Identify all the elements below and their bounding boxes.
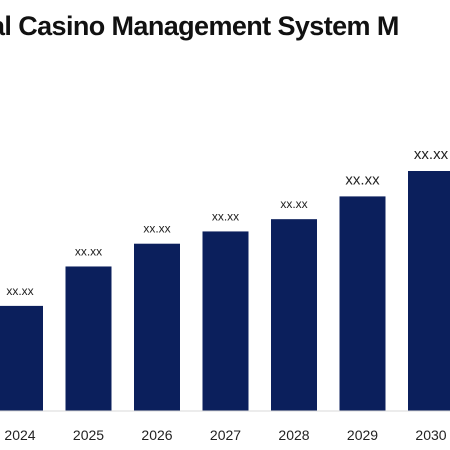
x-tick-2025: 2025 [73, 427, 104, 443]
x-tick-2028: 2028 [278, 427, 309, 443]
bar-2027 [202, 231, 249, 411]
x-tick-2024: 2024 [4, 427, 35, 443]
bars-group [0, 171, 450, 411]
x-tick-2030: 2030 [415, 427, 446, 443]
data-label-2029: xx.xx [345, 171, 380, 188]
x-tick-2029: 2029 [347, 427, 378, 443]
x-tick-2026: 2026 [141, 427, 172, 443]
data-label-2025: xx.xx [75, 244, 102, 258]
bar-2030 [408, 171, 450, 411]
data-labels-group: xx.xx xx.xx xx.xx xx.xx xx.xx xx.xx xx.xx [6, 146, 448, 298]
data-label-2024: xx.xx [6, 284, 33, 298]
chart-title: al Casino Management System M [0, 11, 399, 41]
x-tick-labels-group: 2024 2025 2026 2027 2028 2029 2030 [4, 427, 446, 443]
x-tick-2027: 2027 [210, 427, 241, 443]
bar-2029 [339, 196, 386, 411]
data-label-2026: xx.xx [143, 222, 170, 236]
data-label-2028: xx.xx [280, 197, 307, 211]
bar-2026 [134, 243, 180, 411]
data-label-2030: xx.xx [414, 146, 449, 163]
bar-2025 [65, 266, 112, 411]
bar-2024 [0, 305, 43, 411]
bar-2028 [271, 219, 317, 411]
data-label-2027: xx.xx [212, 209, 239, 223]
